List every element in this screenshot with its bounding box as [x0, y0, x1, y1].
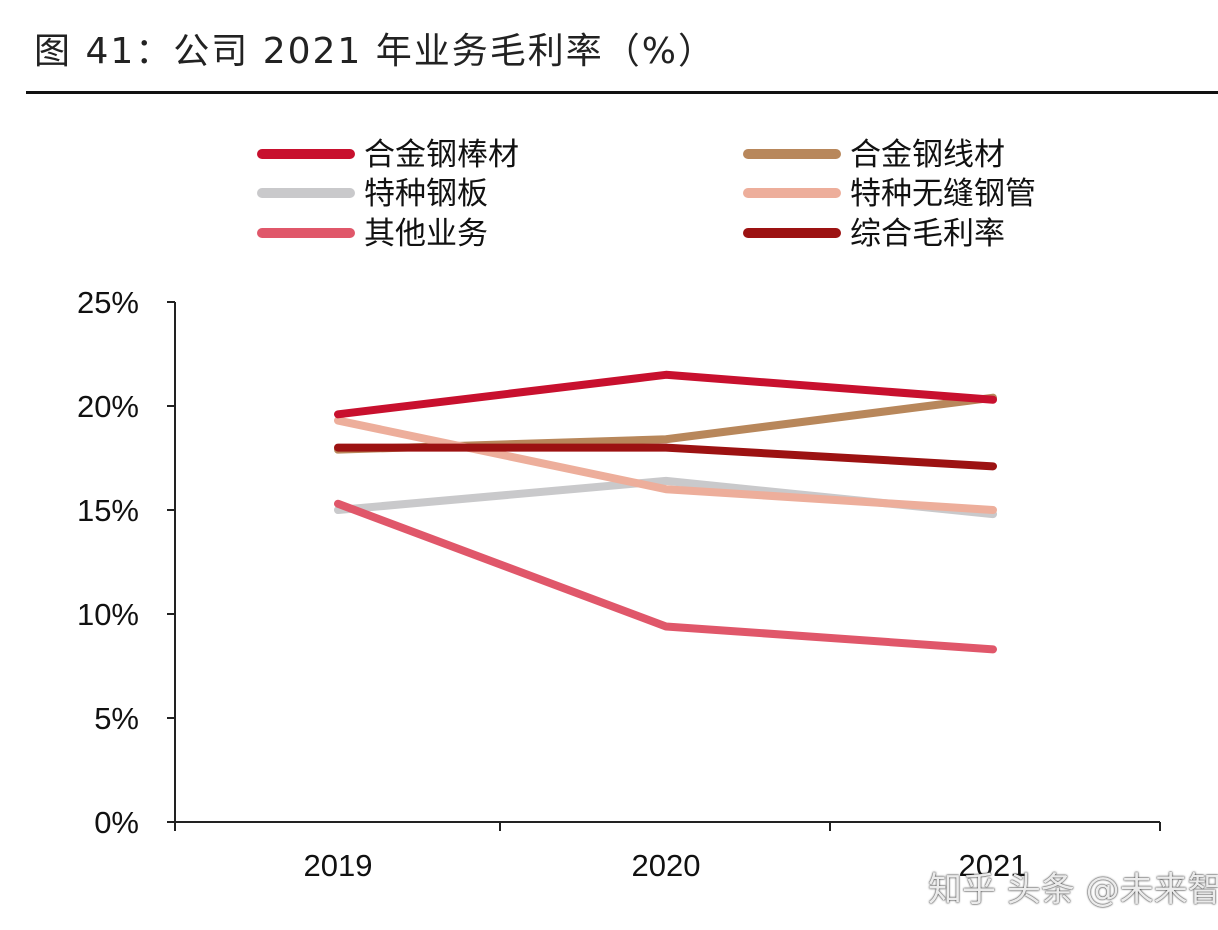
- axes: 0% 5% 10% 15% 20% 25% 2019 2020 2021: [77, 285, 1161, 883]
- series-line-5: [334, 499, 997, 654]
- watermark: 知乎 头条 @未来智库: [928, 870, 1218, 910]
- series-line-1: [334, 370, 997, 419]
- legend-label: 合金钢线材: [850, 137, 1005, 173]
- figure-title: 图 41：公司 2021 年业务毛利率（%）: [34, 31, 716, 72]
- series-lines: [334, 370, 997, 654]
- legend-label: 特种钢板: [364, 176, 488, 212]
- y-tick-label: 10%: [77, 597, 139, 632]
- title-divider: [26, 91, 1218, 94]
- y-tick-label: 25%: [77, 285, 139, 320]
- x-tick-label: 2020: [632, 848, 701, 883]
- y-tick-label: 5%: [94, 701, 139, 736]
- y-tick-label: 0%: [94, 805, 139, 840]
- y-tick-label: 20%: [77, 389, 139, 424]
- legend-label: 其他业务: [364, 216, 488, 252]
- series-line-4: [334, 416, 997, 514]
- series-line-6: [334, 443, 997, 471]
- y-tick-label: 15%: [77, 493, 139, 528]
- legend-label: 特种无缝钢管: [850, 176, 1036, 212]
- x-tick-label: 2021: [959, 848, 1028, 883]
- x-tick-label: 2019: [304, 848, 373, 883]
- legend-label: 综合毛利率: [850, 216, 1005, 252]
- legend-label: 合金钢棒材: [364, 137, 519, 173]
